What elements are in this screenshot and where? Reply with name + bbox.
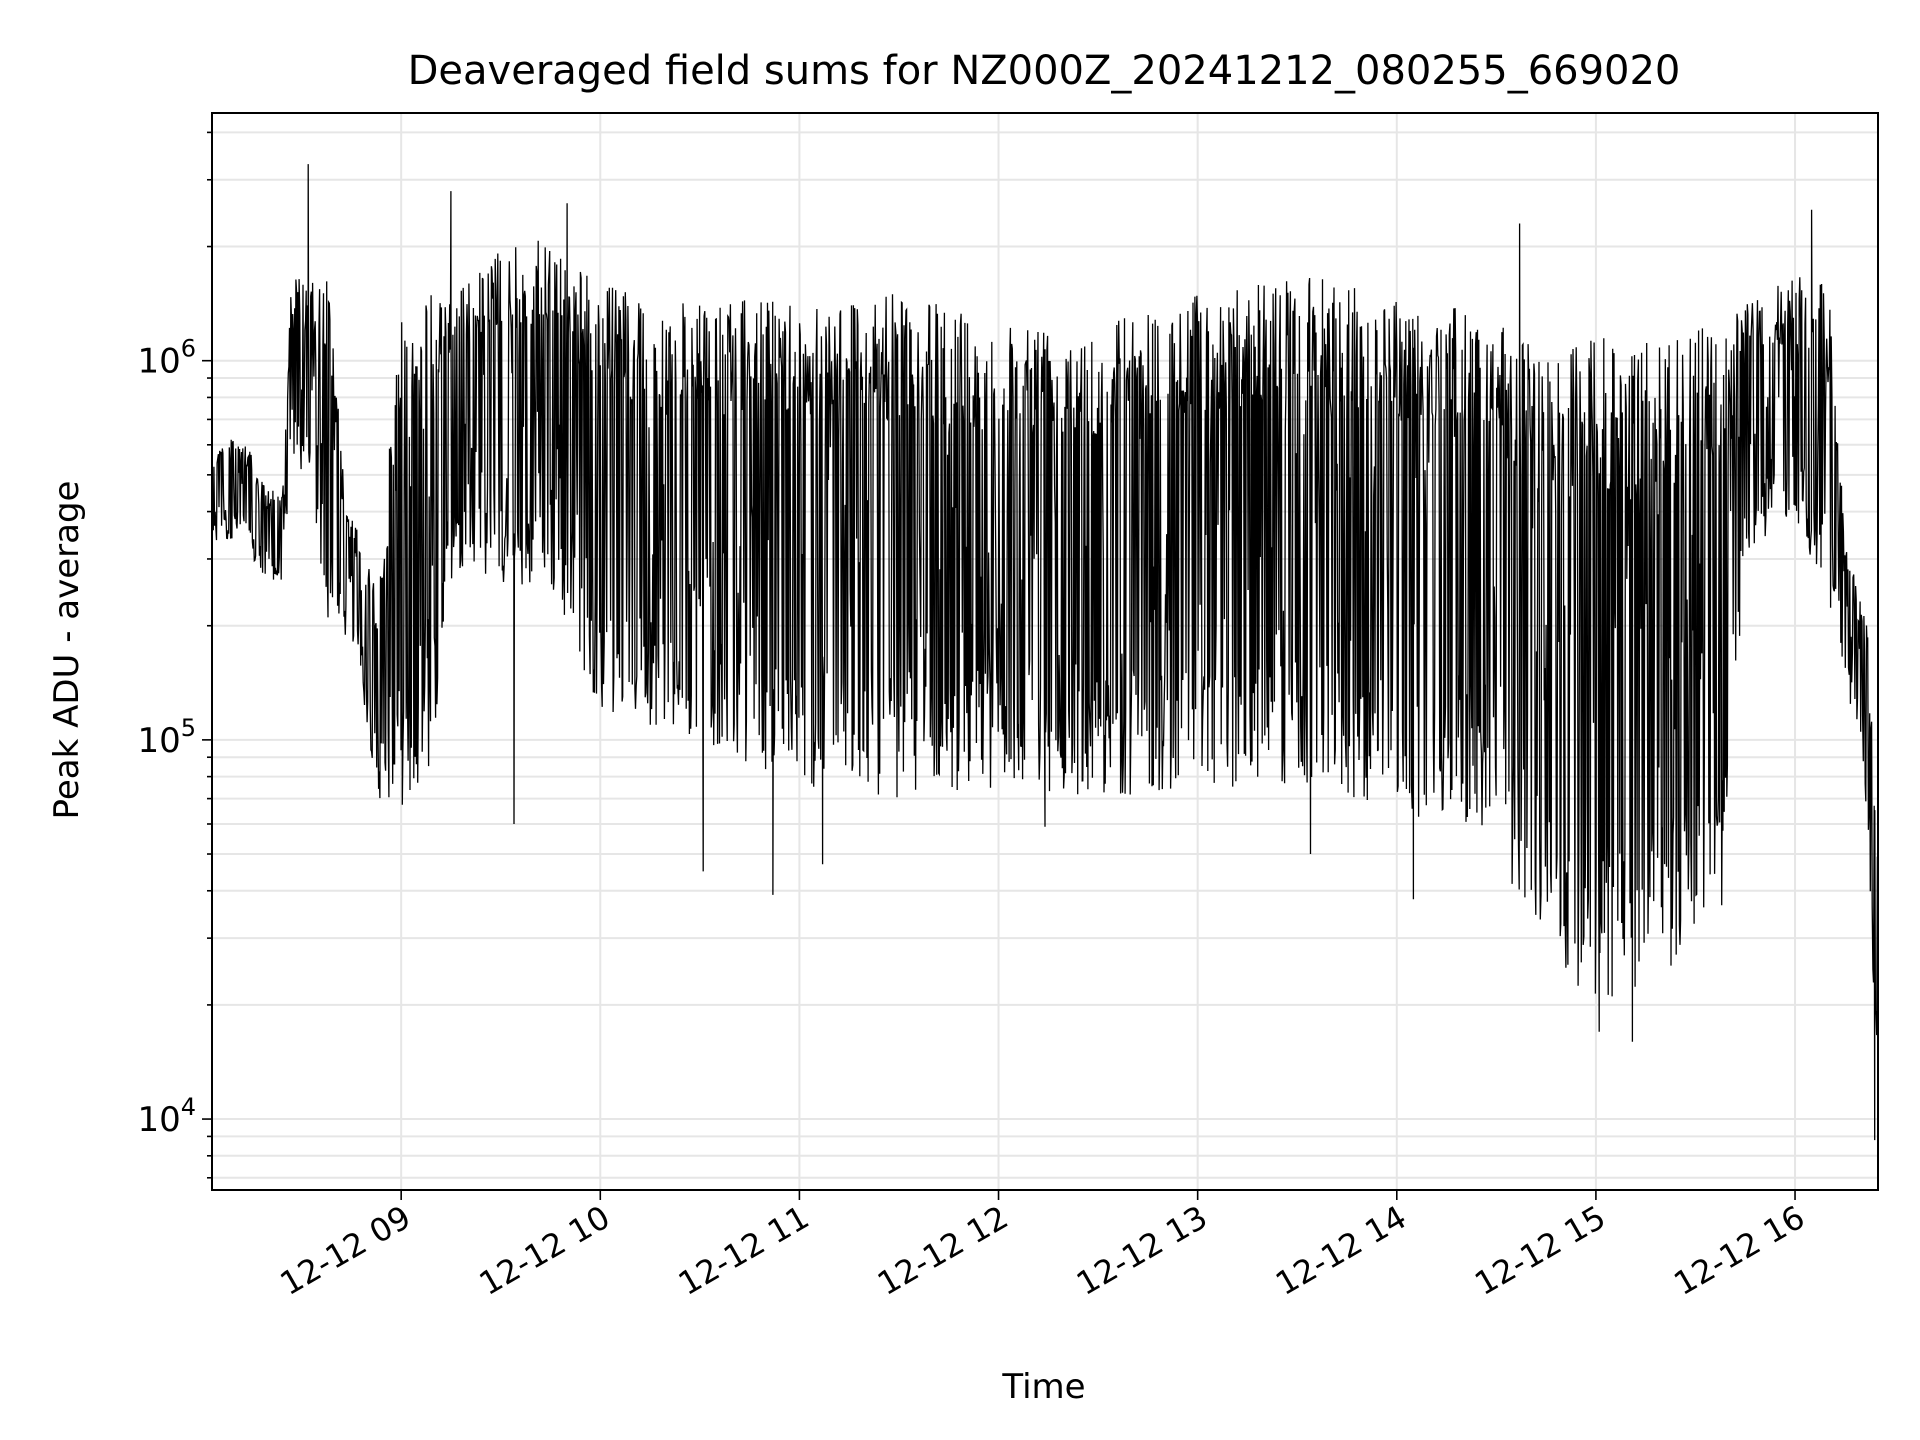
x-axis-label: Time [1001,1367,1085,1407]
data-series-line [211,164,1879,1141]
plot-frame [211,112,1879,1191]
series-line [211,164,1879,1141]
y-tick-base: 10 [137,342,180,382]
y-tick-base: 10 [137,1100,180,1140]
y-tick-label: 105 [137,714,196,761]
chart-title: Deaveraged field sums for NZ000Z_2024121… [408,48,1681,94]
y-tick-exponent: 5 [181,714,196,742]
y-tick-label: 104 [137,1093,196,1140]
y-axis-label: Peak ADU - average [47,481,87,820]
y-tick-label: 106 [137,335,196,382]
y-tick-exponent: 6 [181,335,196,363]
y-tick-exponent: 4 [181,1093,196,1121]
y-tick-base: 10 [137,721,180,761]
